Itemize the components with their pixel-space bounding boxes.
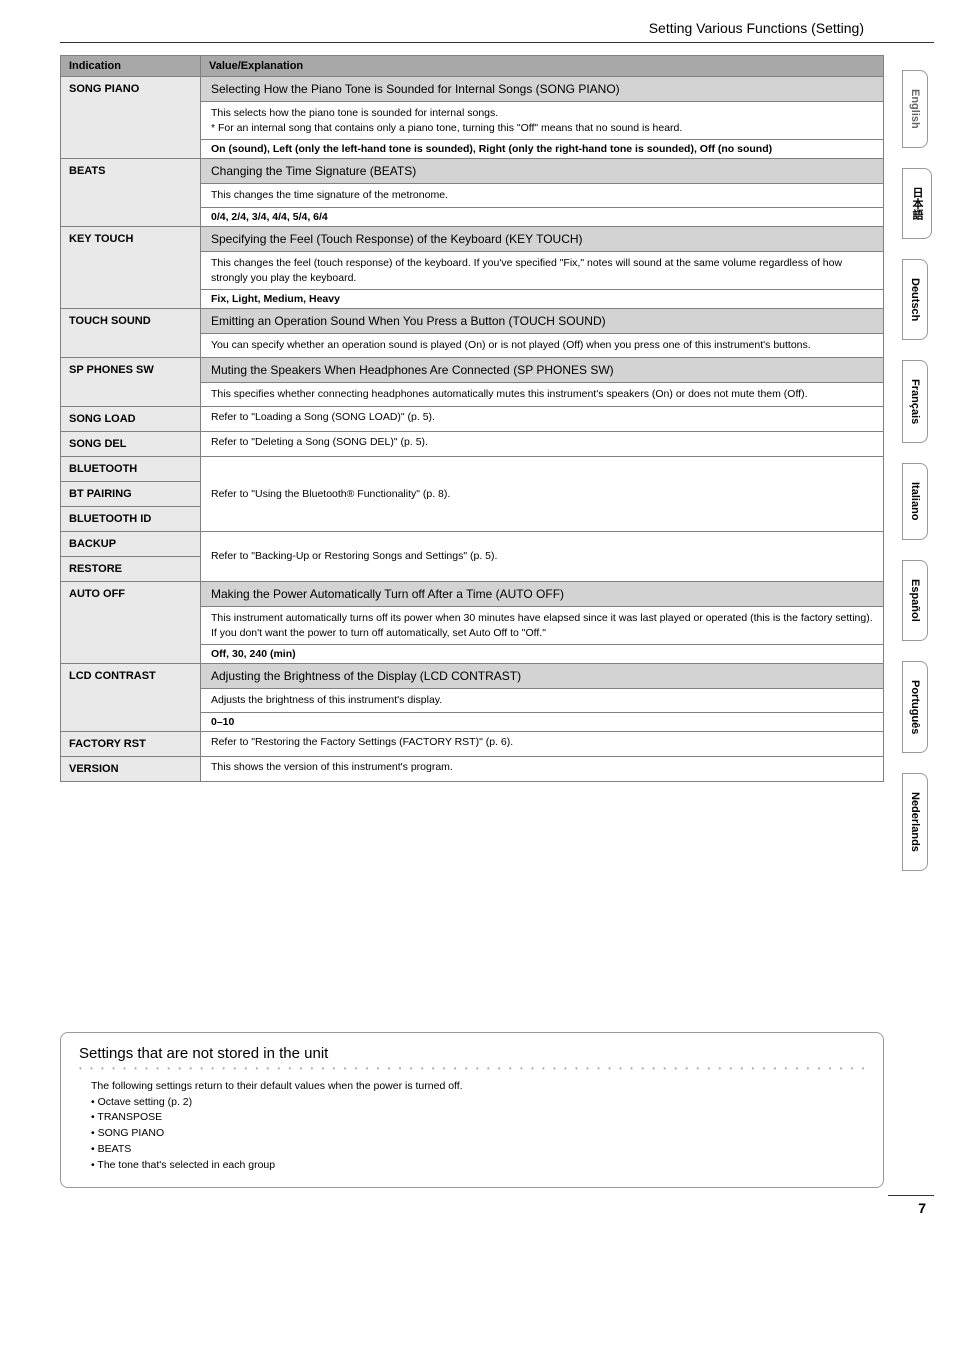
indication-cell: TOUCH SOUND <box>61 309 201 358</box>
value-cell: Refer to "Loading a Song (SONG LOAD)" (p… <box>201 406 884 431</box>
value-cell: Specifying the Feel (Touch Response) of … <box>201 227 884 309</box>
table-row: LCD CONTRAST Adjusting the Brightness of… <box>61 664 884 732</box>
bold-values: 0/4, 2/4, 3/4, 4/4, 5/4, 6/4 <box>201 208 883 226</box>
tab-english[interactable]: English <box>902 70 928 148</box>
indication-cell: SONG DEL <box>61 431 201 456</box>
table-row: KEY TOUCH Specifying the Feel (Touch Res… <box>61 227 884 309</box>
sub-heading: Muting the Speakers When Headphones Are … <box>201 358 883 383</box>
footer-box: Settings that are not stored in the unit… <box>60 1032 884 1189</box>
bold-values: Fix, Light, Medium, Heavy <box>201 290 883 308</box>
bold-values: On (sound), Left (only the left-hand ton… <box>201 140 883 158</box>
indication-cell: BACKUP <box>61 531 201 556</box>
page-num-rule <box>888 1195 934 1196</box>
body-text: Adjusts the brightness of this instrumen… <box>201 689 883 713</box>
indication-cell: SONG LOAD <box>61 406 201 431</box>
footer-list: Octave setting (p. 2) TRANSPOSE SONG PIA… <box>91 1095 865 1174</box>
indication-cell: BT PAIRING <box>61 481 201 506</box>
sub-heading: Emitting an Operation Sound When You Pre… <box>201 309 883 334</box>
table-row: TOUCH SOUND Emitting an Operation Sound … <box>61 309 884 358</box>
indication-cell: FACTORY RST <box>61 731 201 756</box>
table-row: BLUETOOTH Refer to "Using the Bluetooth®… <box>61 456 884 481</box>
table-row: VERSION This shows the version of this i… <box>61 756 884 781</box>
body-text: This instrument automatically turns off … <box>201 607 883 645</box>
value-cell: This shows the version of this instrumen… <box>201 756 884 781</box>
table-header-row: Indication Value/Explanation <box>61 56 884 77</box>
value-cell: Making the Power Automatically Turn off … <box>201 581 884 663</box>
body-text: This changes the feel (touch response) o… <box>201 252 883 290</box>
indication-cell: BLUETOOTH <box>61 456 201 481</box>
list-item: SONG PIANO <box>91 1126 865 1142</box>
table-row: SONG LOAD Refer to "Loading a Song (SONG… <box>61 406 884 431</box>
sub-heading: Changing the Time Signature (BEATS) <box>201 159 883 184</box>
tab-nederlands[interactable]: Nederlands <box>902 773 928 871</box>
list-item: The tone that's selected in each group <box>91 1158 865 1174</box>
value-cell: Selecting How the Piano Tone is Sounded … <box>201 77 884 159</box>
table-row: AUTO OFF Making the Power Automatically … <box>61 581 884 663</box>
value-cell: Refer to "Using the Bluetooth® Functiona… <box>201 456 884 531</box>
table-row: BEATS Changing the Time Signature (BEATS… <box>61 159 884 227</box>
col-indication: Indication <box>61 56 201 77</box>
value-cell: Adjusting the Brightness of the Display … <box>201 664 884 732</box>
indication-cell: BLUETOOTH ID <box>61 506 201 531</box>
sub-heading: Adjusting the Brightness of the Display … <box>201 664 883 689</box>
page-header: Setting Various Functions (Setting) <box>60 0 934 43</box>
bold-values: 0–10 <box>201 713 883 731</box>
page-number: 7 <box>918 1200 926 1216</box>
list-item: TRANSPOSE <box>91 1110 865 1126</box>
body-text: This selects how the piano tone is sound… <box>201 102 883 140</box>
value-cell: Changing the Time Signature (BEATS) This… <box>201 159 884 227</box>
col-value: Value/Explanation <box>201 56 884 77</box>
table-row: SONG PIANO Selecting How the Piano Tone … <box>61 77 884 159</box>
table-row: SP PHONES SW Muting the Speakers When He… <box>61 358 884 407</box>
indication-cell: KEY TOUCH <box>61 227 201 309</box>
table-row: FACTORY RST Refer to "Restoring the Fact… <box>61 731 884 756</box>
body-text: This specifies whether connecting headph… <box>201 383 883 406</box>
value-cell: Refer to "Restoring the Factory Settings… <box>201 731 884 756</box>
indication-cell: AUTO OFF <box>61 581 201 663</box>
list-item: BEATS <box>91 1142 865 1158</box>
sub-heading: Making the Power Automatically Turn off … <box>201 582 883 607</box>
indication-cell: SP PHONES SW <box>61 358 201 407</box>
value-cell: Refer to "Backing-Up or Restoring Songs … <box>201 531 884 581</box>
sub-heading: Specifying the Feel (Touch Response) of … <box>201 227 883 252</box>
main-content: Indication Value/Explanation SONG PIANO … <box>60 55 884 782</box>
body-text: You can specify whether an operation sou… <box>201 334 883 357</box>
tab-francais[interactable]: Français <box>902 360 928 443</box>
tab-espanol[interactable]: Español <box>902 560 928 641</box>
value-cell: Emitting an Operation Sound When You Pre… <box>201 309 884 358</box>
footer-title: Settings that are not stored in the unit <box>79 1045 865 1062</box>
indication-cell: SONG PIANO <box>61 77 201 159</box>
indication-cell: RESTORE <box>61 556 201 581</box>
footer-intro: The following settings return to their d… <box>91 1079 865 1095</box>
value-cell: Muting the Speakers When Headphones Are … <box>201 358 884 407</box>
value-cell: Refer to "Deleting a Song (SONG DEL)" (p… <box>201 431 884 456</box>
indication-cell: VERSION <box>61 756 201 781</box>
indication-cell: LCD CONTRAST <box>61 664 201 732</box>
indication-cell: BEATS <box>61 159 201 227</box>
bold-values: Off, 30, 240 (min) <box>201 645 883 663</box>
table-row: SONG DEL Refer to "Deleting a Song (SONG… <box>61 431 884 456</box>
list-item: Octave setting (p. 2) <box>91 1095 865 1111</box>
body-text: This changes the time signature of the m… <box>201 184 883 208</box>
sub-heading: Selecting How the Piano Tone is Sounded … <box>201 77 883 102</box>
tab-portugues[interactable]: Português <box>902 661 928 753</box>
language-tabs: English 日本語 Deutsch Français Italiano Es… <box>902 70 936 891</box>
dotted-rule: • • • • • • • • • • • • • • • • • • • • … <box>79 1064 865 1073</box>
tab-deutsch[interactable]: Deutsch <box>902 259 928 340</box>
table-row: BACKUP Refer to "Backing-Up or Restoring… <box>61 531 884 556</box>
settings-table: Indication Value/Explanation SONG PIANO … <box>60 55 884 782</box>
header-title: Setting Various Functions (Setting) <box>649 20 864 36</box>
footer-body: The following settings return to their d… <box>79 1079 865 1174</box>
tab-italiano[interactable]: Italiano <box>902 463 928 540</box>
tab-japanese[interactable]: 日本語 <box>902 168 932 239</box>
